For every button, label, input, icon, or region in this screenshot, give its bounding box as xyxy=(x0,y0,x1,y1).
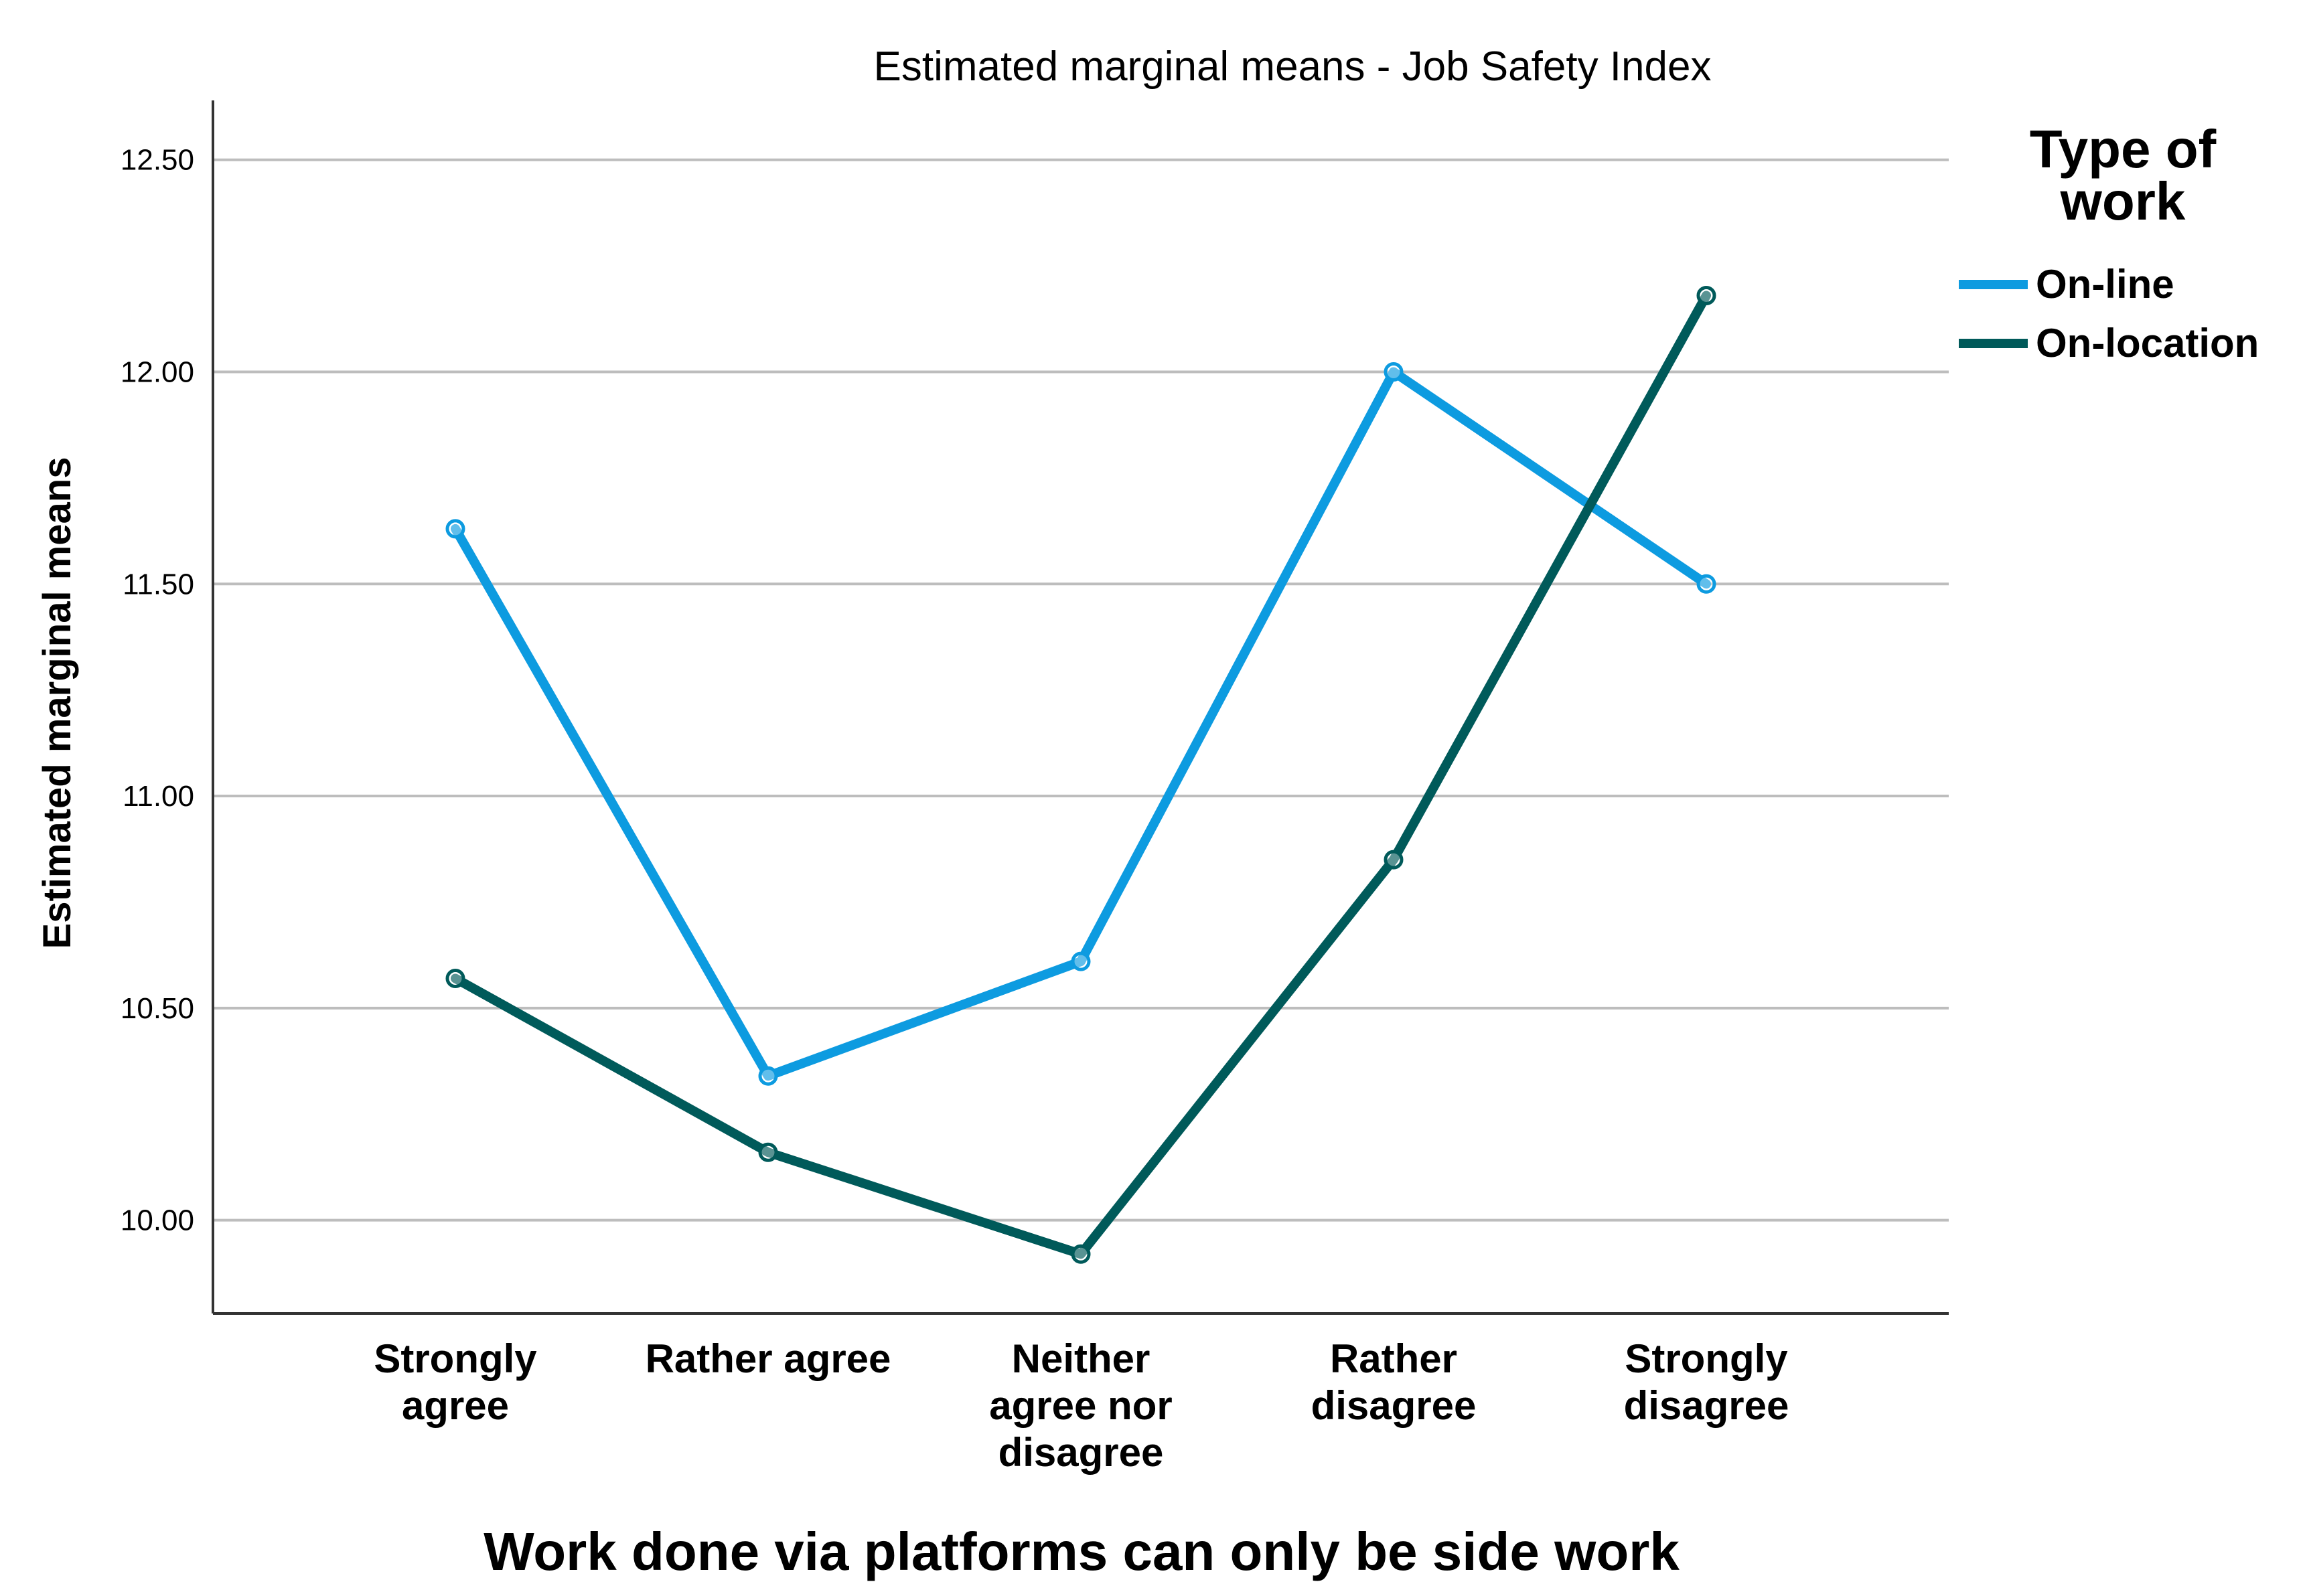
x-tick-label-line: Strongly xyxy=(374,1336,537,1381)
data-point xyxy=(1384,850,1404,870)
y-tick-label: 10.00 xyxy=(121,1204,194,1237)
data-point xyxy=(758,1066,778,1086)
x-tick-label-line: Rather agree xyxy=(646,1336,891,1381)
data-point xyxy=(1696,574,1716,594)
data-point xyxy=(1696,285,1716,305)
y-tick-label: 11.00 xyxy=(123,780,194,813)
x-tick-label-line: disagree xyxy=(998,1430,1164,1475)
data-point xyxy=(445,519,465,539)
legend-label: On-line xyxy=(2036,262,2174,307)
series-line xyxy=(451,367,1711,1081)
series-on-line xyxy=(445,362,1716,1086)
y-tick-label: 11.50 xyxy=(123,568,194,601)
x-tick-label-line: agree xyxy=(402,1383,509,1428)
x-tick-label-line: Strongly xyxy=(1625,1336,1788,1381)
x-tick-label-line: agree nor xyxy=(989,1383,1172,1428)
x-tick-label-line: Neither xyxy=(1012,1336,1150,1381)
series-line xyxy=(451,291,1711,1259)
legend-title-line: work xyxy=(2060,171,2186,231)
legend-title-line: Type of xyxy=(2030,119,2217,179)
x-axis-label: Work done via platforms can only be side… xyxy=(484,1522,1680,1581)
legend-label: On-location xyxy=(2036,321,2259,366)
y-tick-label: 12.00 xyxy=(121,355,194,388)
data-point xyxy=(1071,951,1091,971)
x-tick-label: Rather agree xyxy=(646,1336,891,1381)
series-on-location xyxy=(445,285,1716,1264)
y-axis-label: Estimated marginal means xyxy=(35,457,79,949)
data-point xyxy=(758,1142,778,1162)
series-lines xyxy=(445,285,1716,1264)
x-tick-label-line: disagree xyxy=(1624,1383,1789,1428)
x-tick-label-line: disagree xyxy=(1311,1383,1477,1428)
y-tick-label: 10.50 xyxy=(121,992,194,1025)
legend-title: Type of work xyxy=(2030,119,2217,231)
x-tick-label: Neither agree nor disagree xyxy=(989,1336,1172,1475)
x-tick-label-line: Rather xyxy=(1330,1336,1457,1381)
data-point xyxy=(445,968,465,988)
y-tick-label: 12.50 xyxy=(121,144,194,177)
data-point xyxy=(1384,362,1404,382)
data-point xyxy=(1071,1244,1091,1264)
legend: Type of work On-line On-location xyxy=(1959,119,2259,366)
x-tick-label: Rather disagree xyxy=(1311,1336,1477,1428)
x-tick-label: Strongly disagree xyxy=(1624,1336,1789,1428)
chart-title: Estimated marginal means - Job Safety In… xyxy=(874,44,1712,90)
y-tick-labels: 10.00 10.50 11.00 11.50 12.00 12.50 xyxy=(121,144,194,1237)
x-tick-label: Strongly agree xyxy=(374,1336,537,1428)
